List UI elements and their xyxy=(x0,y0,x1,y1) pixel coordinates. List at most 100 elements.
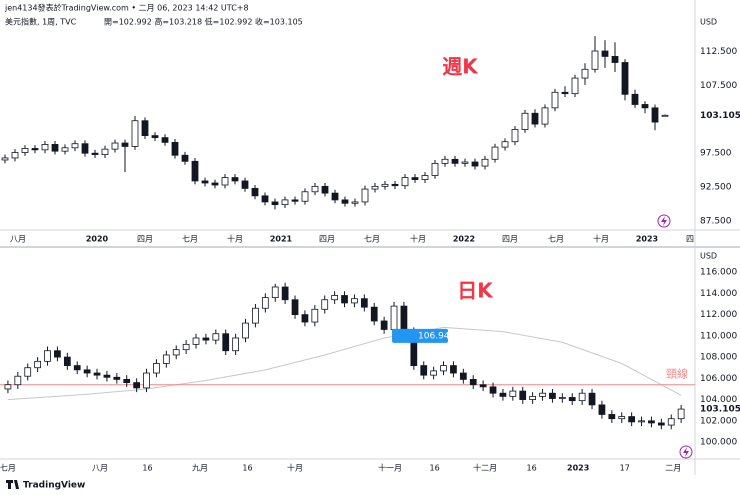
candle-body xyxy=(14,375,22,386)
candle-body xyxy=(301,314,309,323)
candle-body xyxy=(401,177,409,187)
candle-body xyxy=(501,141,509,148)
lightning-icon[interactable] xyxy=(679,445,693,459)
candle-body xyxy=(341,295,348,304)
candle-body xyxy=(499,392,507,397)
candle-body xyxy=(83,369,91,374)
candle-body xyxy=(191,160,199,182)
x-tick-label: 四月 xyxy=(319,235,335,244)
x-tick-label: 十月 xyxy=(227,234,243,244)
last-price: 103.105 xyxy=(700,111,740,121)
candle-body xyxy=(54,350,61,358)
candle-body xyxy=(31,148,39,151)
candle-body xyxy=(509,390,517,397)
y-tick-label: 114.000 xyxy=(700,289,737,299)
candle-body xyxy=(618,416,626,420)
candle-body xyxy=(291,199,299,202)
candle-body xyxy=(441,158,449,164)
x-tick-label: 17 xyxy=(620,464,630,473)
candle-body xyxy=(371,185,379,190)
candle-body xyxy=(161,137,169,143)
candle-body xyxy=(281,199,289,206)
candle-body xyxy=(44,350,51,362)
chart-annotation: 日K xyxy=(457,279,494,303)
candle-body xyxy=(311,308,319,323)
candle-body xyxy=(571,77,579,95)
candle-body xyxy=(631,93,639,105)
candle-body xyxy=(391,183,399,187)
candle-body xyxy=(558,397,566,399)
y-tick-label: 108.000 xyxy=(700,353,737,363)
y-tick-label: 87.500 xyxy=(700,216,732,226)
candle-body xyxy=(73,365,81,371)
y-tick-label: 116.000 xyxy=(700,268,737,278)
candle-body xyxy=(341,199,349,204)
candle-body xyxy=(351,201,359,204)
candle-body xyxy=(103,374,111,378)
candle-body xyxy=(261,297,269,309)
candle-body xyxy=(111,142,119,150)
unit-label: USD xyxy=(700,18,717,27)
lightning-icon[interactable] xyxy=(657,214,671,228)
y-tick-label: 100.000 xyxy=(700,438,737,448)
candle-body xyxy=(91,152,99,155)
candle-body xyxy=(400,305,408,333)
author-line: jen4134發表於TradingView.com • 二月 06, 2023 … xyxy=(4,3,249,13)
candle-body xyxy=(598,404,606,415)
candle-body xyxy=(311,185,319,193)
x-tick-label: 七月 xyxy=(364,235,380,244)
y-tick-label: 106.000 xyxy=(700,374,737,384)
tradingview-logo[interactable] xyxy=(6,480,19,489)
candle-body xyxy=(182,343,190,351)
x-tick-label: 十二月 xyxy=(473,463,497,473)
candle-body xyxy=(123,379,131,383)
x-tick-label: 2021 xyxy=(270,235,293,244)
candle-body xyxy=(291,299,299,316)
x-tick-label: 十月 xyxy=(593,234,609,244)
x-tick-label: 八月 xyxy=(92,464,108,473)
x-tick-label: 16 xyxy=(527,464,537,473)
candle-body xyxy=(271,201,279,206)
candle-body xyxy=(541,107,549,125)
candle-body xyxy=(34,360,41,369)
x-tick-label: 四月 xyxy=(502,235,518,244)
unit-label: USD xyxy=(700,252,717,261)
candle-body xyxy=(1,157,9,161)
symbol: 美元指數, 1周, TVC xyxy=(5,17,77,27)
candle-body xyxy=(648,420,655,424)
y-tick-label: 97.500 xyxy=(700,149,732,159)
candle-body xyxy=(202,337,210,341)
candle-body xyxy=(162,354,170,364)
y-tick-label: 92.500 xyxy=(700,183,732,193)
candle-body xyxy=(440,365,447,372)
candle-body xyxy=(450,365,457,374)
brand[interactable]: TradingView xyxy=(23,481,85,491)
candle-body xyxy=(421,175,429,180)
candle-body xyxy=(131,120,139,147)
x-tick-label: 九月 xyxy=(192,464,208,473)
candle-body xyxy=(581,68,589,79)
candle-body xyxy=(551,91,559,109)
candle-body xyxy=(641,104,649,109)
candle-body xyxy=(539,392,546,397)
candle-body xyxy=(521,112,529,130)
x-tick-label: 四 xyxy=(686,235,694,244)
candle-body xyxy=(171,141,179,156)
candle-body xyxy=(331,295,338,301)
candle-body xyxy=(578,392,586,402)
candle-body xyxy=(71,143,79,149)
candle-body xyxy=(133,382,140,389)
candle-body xyxy=(192,337,200,345)
candle-body xyxy=(459,372,467,380)
candle-body xyxy=(151,135,159,139)
candle-body xyxy=(261,195,269,203)
candle-body xyxy=(321,299,329,310)
candle-body xyxy=(481,158,489,167)
candle-body xyxy=(153,363,160,374)
candle-body xyxy=(628,416,636,423)
candle-body xyxy=(471,161,479,167)
candle-body xyxy=(301,191,309,202)
x-tick-label: 16 xyxy=(242,464,252,473)
candle-body xyxy=(469,379,477,386)
